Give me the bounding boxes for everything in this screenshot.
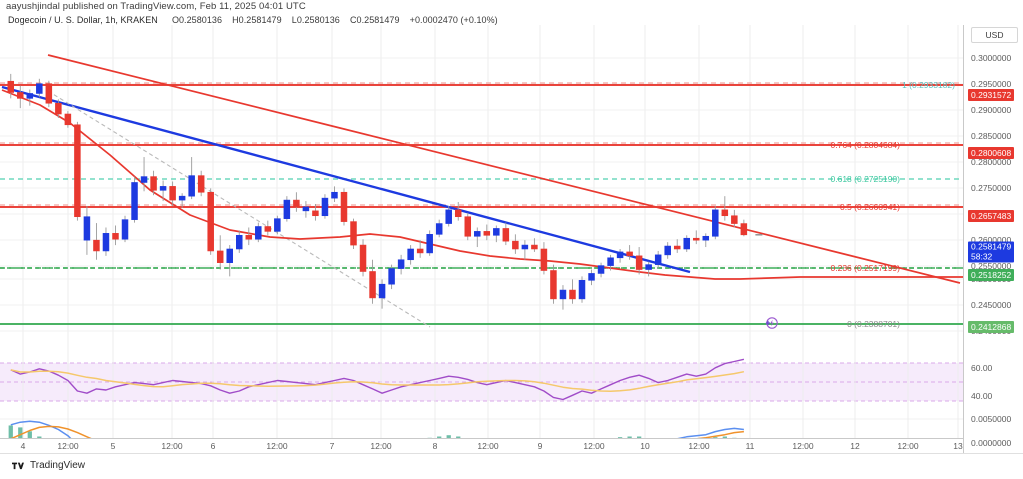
time-tick: 12:00 [792,441,814,451]
price-tick: 0.2450000 [971,300,1012,310]
price-tick: 40.00 [971,391,993,401]
chart-frame: USD 0.3000000 0.2950000 0.2900000 0.2850000… [0,25,1023,453]
price-badge: 0.2657483 [968,210,1015,222]
time-axis[interactable]: 4 12:00 5 12:00 6 12:00 7 12:00 8 12:00 9 12:00 10 12… [0,438,963,454]
time-tick: 12:00 [688,441,710,451]
legend-symbol[interactable]: Dogecoin / U. S. Dollar, 1h, KRAKEN [8,15,158,25]
time-tick: 12:00 [57,441,79,451]
time-tick: 6 [210,441,216,451]
chart-legend: Dogecoin / U. S. Dollar, 1h, KRAKEN O0.2… [8,15,498,25]
price-badge: 0.2518252 [968,269,1015,281]
legend-close: C0.2581479 [349,15,400,25]
price-tick: 0.2800000 [971,157,1012,167]
tradingview-glyph-icon [12,462,24,469]
tradingview-brand-label: TradingView [30,460,86,471]
time-tick: 13 [953,441,963,451]
time-tick: 12:00 [583,441,605,451]
price-tick: 0.0000000 [971,438,1012,448]
legend-high: H0.2581479 [232,15,282,25]
price-tick: 0.2600000 [971,235,1012,245]
price-tick: 0.2750000 [971,183,1012,193]
time-tick: 12:00 [370,441,392,451]
time-tick: 5 [110,441,116,451]
time-tick: 12:00 [897,441,919,451]
price-badge: 0.2412868 [968,321,1015,333]
time-tick: 10 [640,441,650,451]
legend-open: O0.2580136 [171,15,222,25]
chart-plot-area[interactable] [0,25,963,438]
time-tick: 12:00 [477,441,499,451]
price-tick: 0.2850000 [971,131,1012,141]
price-badge: 0.2800608 [968,147,1015,159]
price-tick: 0.2950000 [971,79,1012,89]
chart-svg [0,25,963,438]
price-tick: 0.3000000 [971,53,1012,63]
price-axis[interactable]: USD 0.3000000 0.2950000 0.2900000 0.2850000… [963,25,1023,453]
chart-footer: TradingView [0,453,1023,479]
currency-label: USD [971,27,1018,43]
legend-low: L0.2580136 [291,15,340,25]
time-tick: 9 [537,441,543,451]
price-tick: 0.2900000 [971,105,1012,115]
time-tick: 12 [850,441,860,451]
price-badge: 0.2581479 58:32 [968,241,1015,263]
time-tick: 12:00 [161,441,183,451]
time-tick: 4 [20,441,26,451]
price-tick: 0.0050000 [971,414,1012,424]
tradingview-logo[interactable]: TradingView [12,460,85,471]
time-tick: 8 [432,441,438,451]
time-tick: 7 [329,441,335,451]
legend-change: +0.0002470 (+0.10%) [409,15,498,25]
time-tick: 11 [745,441,755,451]
price-tick: 60.00 [971,363,993,373]
time-tick: 12:00 [266,441,288,451]
attribution-text: aayushjindal published on TradingView.co… [6,1,306,12]
price-badge: 0.2931572 [968,89,1015,101]
price-tick: 0.2550000 [971,261,1012,271]
lightning-alert-icon[interactable] [763,315,779,334]
